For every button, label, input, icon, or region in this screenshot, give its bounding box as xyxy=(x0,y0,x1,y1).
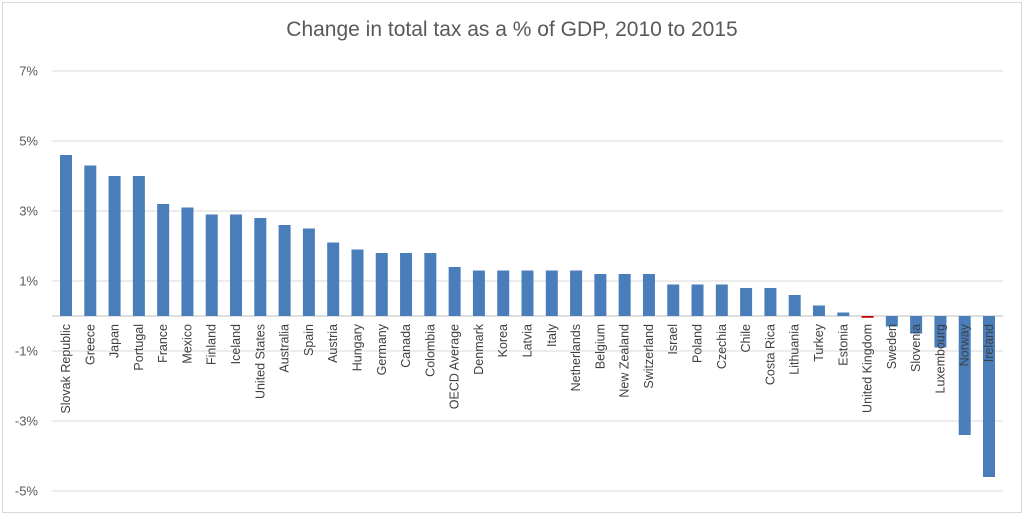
bar xyxy=(618,274,631,316)
y-tick-label: -3% xyxy=(15,414,39,429)
category-label: Denmark xyxy=(472,323,486,374)
bar xyxy=(740,288,753,316)
bar xyxy=(424,253,437,316)
bar xyxy=(157,204,170,316)
category-label: Australia xyxy=(278,324,292,373)
bar xyxy=(230,214,243,316)
bar xyxy=(60,155,72,316)
category-label: Hungary xyxy=(350,323,364,371)
category-label: France xyxy=(156,324,170,363)
bar xyxy=(327,242,340,316)
category-label: Spain xyxy=(302,324,316,356)
category-label: Poland xyxy=(691,324,705,363)
bar xyxy=(254,218,267,316)
bar xyxy=(788,295,801,316)
category-label: Germany xyxy=(375,323,389,375)
y-tick-label: 3% xyxy=(19,204,38,219)
bar xyxy=(84,165,97,316)
bar xyxy=(837,312,850,316)
category-label: Norway xyxy=(958,323,972,366)
bar xyxy=(934,316,947,348)
category-label: Italy xyxy=(545,323,559,347)
y-tick-label: -1% xyxy=(15,344,39,359)
category-label: Chile xyxy=(739,324,753,353)
category-label: Slovak Republic xyxy=(59,324,73,414)
category-label: Lithuania xyxy=(788,324,802,375)
category-label: Portugal xyxy=(132,324,146,371)
bar xyxy=(691,284,704,316)
category-label: Austria xyxy=(326,324,340,363)
category-label: OECD Average xyxy=(448,324,462,409)
category-label: Turkey xyxy=(812,323,826,361)
category-label: Israel xyxy=(666,324,680,355)
bar xyxy=(594,274,607,316)
category-label: Greece xyxy=(83,324,97,365)
chart-title: Change in total tax as a % of GDP, 2010 … xyxy=(286,18,738,41)
category-label: Latvia xyxy=(521,324,535,357)
category-label: Ireland xyxy=(982,324,996,362)
y-axis: 7% 5% 3% 1% -1% -3% -5% xyxy=(15,64,39,499)
bar xyxy=(812,305,825,316)
category-label: New Zealand xyxy=(618,324,632,398)
bar xyxy=(570,270,583,316)
category-label: United States xyxy=(253,324,267,399)
bar xyxy=(983,316,995,477)
bar xyxy=(861,316,874,318)
category-label: Finland xyxy=(205,324,219,365)
category-label: Estonia xyxy=(836,324,850,366)
category-label: Korea xyxy=(496,324,510,357)
category-label: Netherlands xyxy=(569,324,583,391)
y-tick-label: -5% xyxy=(15,484,39,499)
y-tick-label: 1% xyxy=(19,274,38,289)
bar xyxy=(472,270,485,316)
bar xyxy=(521,270,534,316)
category-label: United Kingdom xyxy=(861,324,875,413)
bar xyxy=(278,225,291,316)
bar xyxy=(545,270,558,316)
category-label: Luxembourg xyxy=(933,324,947,394)
bar xyxy=(351,249,364,316)
bar xyxy=(448,267,461,316)
bar xyxy=(375,253,388,316)
category-label: Slovenia xyxy=(909,324,923,372)
category-label: Canada xyxy=(399,324,413,368)
category-label: Mexico xyxy=(180,324,194,364)
y-tick-label: 7% xyxy=(19,64,38,79)
bar xyxy=(181,207,194,316)
category-labels: Slovak Republic Greece Japan Portugal France… xyxy=(59,323,996,413)
bar xyxy=(764,288,777,316)
category-label: Switzerland xyxy=(642,324,656,389)
category-label: Belgium xyxy=(593,324,607,369)
bar xyxy=(400,253,413,316)
bar xyxy=(885,316,898,327)
bar xyxy=(667,284,680,316)
bar xyxy=(205,214,218,316)
category-label: Japan xyxy=(108,324,122,358)
category-label: Sweden xyxy=(885,324,899,369)
bar xyxy=(958,316,971,435)
bar xyxy=(497,270,510,316)
bar xyxy=(715,284,728,316)
bar xyxy=(910,316,923,334)
y-tick-label: 5% xyxy=(19,134,38,149)
category-label: Iceland xyxy=(229,324,243,364)
bar xyxy=(108,176,121,316)
category-label: Costa Rica xyxy=(763,324,777,385)
bars xyxy=(60,155,995,477)
bar xyxy=(302,228,315,316)
bar xyxy=(132,176,145,316)
bar xyxy=(642,274,655,316)
category-label: Colombia xyxy=(423,324,437,377)
category-label: Czechia xyxy=(715,324,729,369)
